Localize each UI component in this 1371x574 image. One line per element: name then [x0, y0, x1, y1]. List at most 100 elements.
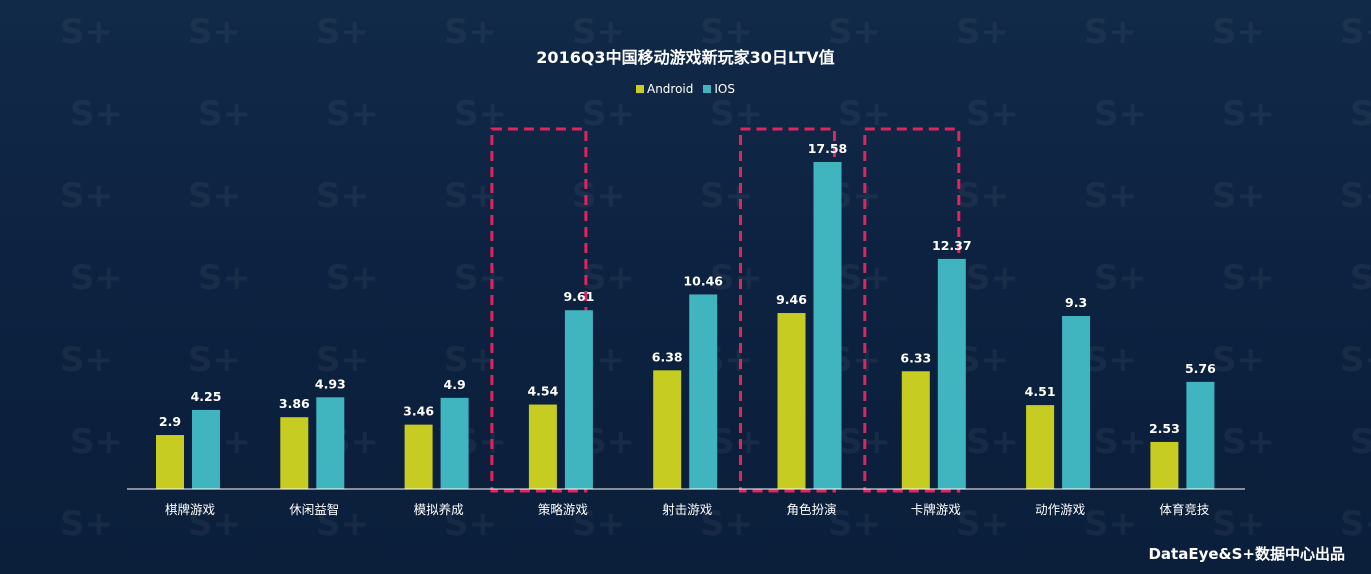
data-label-android: 6.33	[900, 350, 931, 365]
watermark-logo: S+	[572, 504, 625, 544]
watermark-logo: S+	[454, 258, 507, 298]
bar-ios	[1186, 381, 1215, 489]
legend-item-android[interactable]: Android	[635, 82, 693, 96]
x-tick-label: 卡牌游戏	[911, 502, 961, 517]
watermark-logo: S+	[828, 504, 881, 544]
data-label-android: 3.86	[279, 396, 310, 411]
watermark-logo: S+	[1084, 504, 1137, 544]
watermark-logo: S+	[1222, 258, 1275, 298]
legend-item-ios[interactable]: IOS	[703, 82, 735, 96]
watermark-logo: S+	[454, 94, 507, 134]
watermark-logo: S+	[60, 176, 113, 216]
watermark-logo: S+	[198, 94, 251, 134]
x-tick-label: 策略游戏	[538, 502, 588, 517]
watermark-logo: S+	[326, 94, 379, 134]
watermark-logo: S+	[966, 422, 1019, 462]
watermark-logo: S+	[1094, 94, 1147, 134]
watermark-logo: S+	[444, 176, 497, 216]
watermark-logo: S+	[316, 340, 369, 380]
bar-android	[156, 435, 184, 489]
watermark-logo: S+	[198, 258, 251, 298]
data-label-android: 2.9	[159, 414, 181, 429]
watermark-logo: S+	[60, 340, 113, 380]
watermark-logo: S+	[1222, 94, 1275, 134]
watermark-logo: S+	[326, 258, 379, 298]
watermark-logo: S+	[70, 422, 123, 462]
watermark-logo: S+	[1340, 504, 1371, 544]
x-tick-label: 休闲益智	[289, 502, 339, 517]
watermark-logo: S+	[1350, 422, 1371, 462]
bar-ios	[564, 310, 593, 489]
x-tick-label: 模拟养成	[414, 502, 464, 517]
watermark-logo: S+	[316, 176, 369, 216]
watermark-logo: S+	[1212, 340, 1265, 380]
data-label-ios: 5.76	[1185, 361, 1216, 376]
watermark-logo: S+	[710, 258, 763, 298]
watermark-logo: S+	[60, 504, 113, 544]
watermark-logo: S+	[70, 258, 123, 298]
watermark-logo: S+	[60, 12, 113, 52]
bar-android	[653, 370, 682, 489]
watermark-logo: S+	[188, 340, 241, 380]
legend-label-ios: IOS	[714, 82, 735, 96]
watermark-logo: S+	[582, 94, 635, 134]
bar-ios	[316, 397, 345, 489]
watermark-logo: S+	[444, 12, 497, 52]
watermark-logo: S+	[1212, 12, 1265, 52]
watermark-logo: S+	[710, 94, 763, 134]
data-label-android: 4.54	[527, 384, 558, 399]
watermark-logo: S+	[1084, 176, 1137, 216]
watermark-logo: S+	[966, 94, 1019, 134]
watermark-logo: S+	[956, 176, 1009, 216]
watermark-logo: S+	[1084, 12, 1137, 52]
watermark-logo: S+	[188, 12, 241, 52]
watermark-logo: S+	[1350, 94, 1371, 134]
watermark-logo: S+	[1094, 258, 1147, 298]
bar-android	[280, 417, 309, 489]
data-label-ios: 9.61	[563, 289, 594, 304]
watermark-logo: S+	[572, 176, 625, 216]
chart-legend: Android IOS	[0, 82, 1371, 96]
watermark-logo: S+	[956, 12, 1009, 52]
watermark-logo: S+	[70, 94, 123, 134]
x-tick-label: 射击游戏	[662, 502, 712, 517]
watermark-logo: S+	[710, 422, 763, 462]
watermark-logo: S+	[1212, 504, 1265, 544]
data-label-android: 3.46	[403, 404, 434, 419]
watermark-logo: S+	[444, 504, 497, 544]
watermark-logo: S+	[1350, 258, 1371, 298]
footer-credit: DataEye&S+数据中心出品	[1148, 545, 1345, 563]
bar-ios	[689, 294, 718, 489]
watermark-logo: S+	[828, 12, 881, 52]
data-label-ios: 12.37	[932, 238, 972, 253]
bar-ios	[192, 409, 220, 489]
watermark-logo: S+	[188, 504, 241, 544]
watermark-logo: S+	[1094, 422, 1147, 462]
legend-swatch-android	[635, 85, 644, 93]
chart-title: 2016Q3中国移动游戏新玩家30日LTV值	[536, 48, 835, 67]
watermark-logo: S+	[1212, 176, 1265, 216]
bar-ios	[1062, 316, 1091, 489]
watermark-logo: S+	[838, 94, 891, 134]
bar-android	[1150, 441, 1179, 489]
data-label-ios: 17.58	[808, 141, 848, 156]
data-label-ios: 4.25	[191, 389, 222, 404]
watermark-logo: S+	[956, 504, 1009, 544]
bar-android	[528, 404, 557, 489]
data-label-android: 9.46	[776, 292, 807, 307]
bar-android	[777, 313, 806, 489]
watermark-logo: S+	[1222, 422, 1275, 462]
watermark-logo: S+	[1340, 12, 1371, 52]
data-label-ios: 10.46	[683, 273, 723, 288]
watermark-logo: S+	[444, 340, 497, 380]
bar-ios	[440, 397, 469, 489]
bar-android	[901, 371, 930, 489]
watermark-logo: S+	[700, 12, 753, 52]
x-tick-label: 动作游戏	[1035, 502, 1085, 517]
watermark-logo: S+	[1340, 176, 1371, 216]
x-tick-label: 体育竞技	[1159, 502, 1210, 517]
bar-ios	[813, 162, 842, 489]
highlight-box	[490, 127, 588, 493]
watermark-logo: S+	[700, 504, 753, 544]
